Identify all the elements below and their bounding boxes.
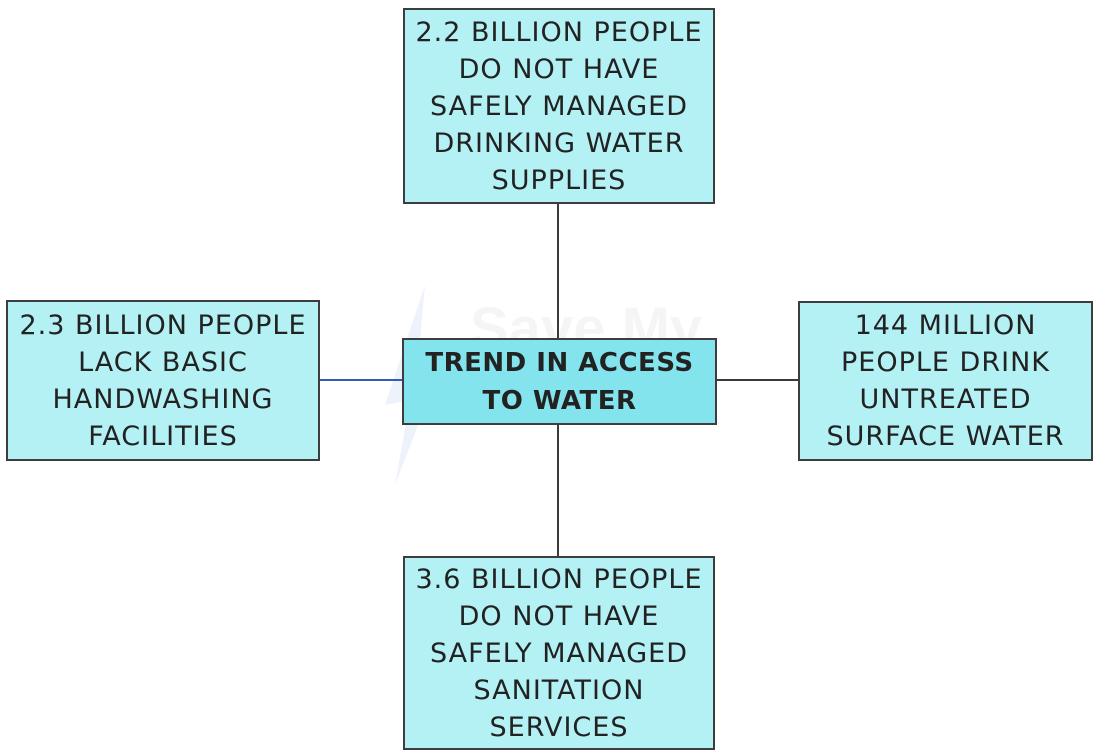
bottom-box-line-5: SERVICES	[489, 711, 629, 743]
connector-bottom	[557, 424, 559, 557]
left-box-line-1: 2.3 BILLION PEOPLE	[19, 309, 307, 341]
right-box-line-4: SURFACE WATER	[826, 421, 1065, 452]
left-box-handwashing: 2.3 BILLION PEOPLE LACK BASIC HANDWASHIN…	[6, 300, 320, 461]
right-box-line-3: UNTREATED	[859, 384, 1032, 415]
right-box-line-1: 144 MILLION	[854, 310, 1037, 341]
bottom-box-sanitation: 3.6 BILLION PEOPLE DO NOT HAVE SAFELY MA…	[403, 556, 715, 750]
left-box-line-2: LACK BASIC	[78, 346, 248, 378]
top-box-line-4: DRINKING WATER	[433, 127, 685, 159]
top-box-line-2: DO NOT HAVE	[458, 53, 660, 85]
center-box-line-1: TREND IN ACCESS	[425, 347, 694, 378]
top-box-drinking-water: 2.2 BILLION PEOPLE DO NOT HAVE SAFELY MA…	[403, 8, 715, 204]
center-box-line-2: TO WATER	[482, 385, 637, 416]
top-box-line-5: SUPPLIES	[491, 164, 627, 196]
left-box-line-3: HANDWASHING	[52, 383, 274, 415]
bottom-box-line-1: 3.6 BILLION PEOPLE	[415, 563, 703, 595]
connector-top	[557, 203, 559, 339]
left-box-line-4: FACILITIES	[88, 420, 238, 452]
bottom-box-line-3: SAFELY MANAGED	[430, 637, 688, 669]
bottom-box-line-2: DO NOT HAVE	[458, 600, 660, 632]
top-box-line-3: SAFELY MANAGED	[430, 90, 688, 122]
top-box-line-1: 2.2 BILLION PEOPLE	[415, 16, 703, 48]
center-box-trend: TREND IN ACCESS TO WATER	[402, 338, 717, 425]
connector-right	[716, 379, 799, 381]
right-box-surface-water: 144 MILLION PEOPLE DRINK UNTREATED SURFA…	[798, 301, 1093, 461]
right-box-line-2: PEOPLE DRINK	[841, 347, 1050, 378]
bottom-box-line-4: SANITATION	[473, 674, 645, 706]
connector-left	[319, 379, 402, 381]
